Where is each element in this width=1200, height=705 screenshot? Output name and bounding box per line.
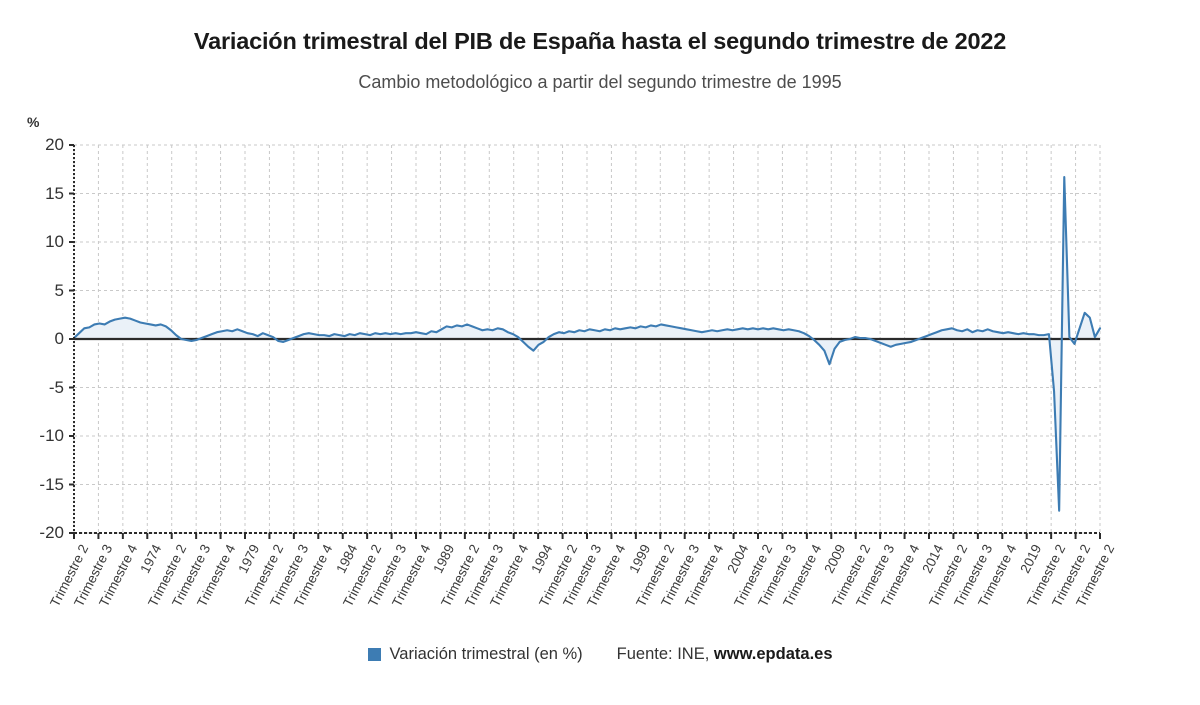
y-axis-tick-label: 10 [45, 232, 64, 251]
legend-series-label: Variación trimestral (en %) [389, 645, 583, 663]
y-axis-tick-label: -10 [39, 426, 64, 445]
y-axis-tick-label: -20 [39, 523, 64, 542]
chart-subtitle: Cambio metodológico a partir del segundo… [358, 72, 842, 92]
y-axis-tick-label: -15 [39, 474, 64, 494]
chart-legend: Variación trimestral (en %) Fuente: INE,… [0, 645, 1200, 664]
chart-source: Fuente: INE, www.epdata.es [617, 645, 833, 664]
chart-title: Variación trimestral del PIB de España h… [193, 28, 1007, 54]
legend-item-series[interactable]: Variación trimestral (en %) [367, 645, 583, 664]
source-site-link[interactable]: www.epdata.es [713, 645, 833, 663]
y-axis-tick-label: 15 [45, 183, 64, 203]
y-axis-unit-label: % [27, 114, 40, 130]
y-axis-tick-label: -5 [48, 377, 64, 397]
y-axis-tick-label: 0 [54, 329, 64, 348]
legend-swatch-icon [367, 648, 381, 661]
source-prefix: Fuente: INE, [616, 645, 710, 663]
y-axis-tick-label: 5 [54, 280, 64, 300]
y-axis-tick-label: 20 [45, 135, 64, 154]
